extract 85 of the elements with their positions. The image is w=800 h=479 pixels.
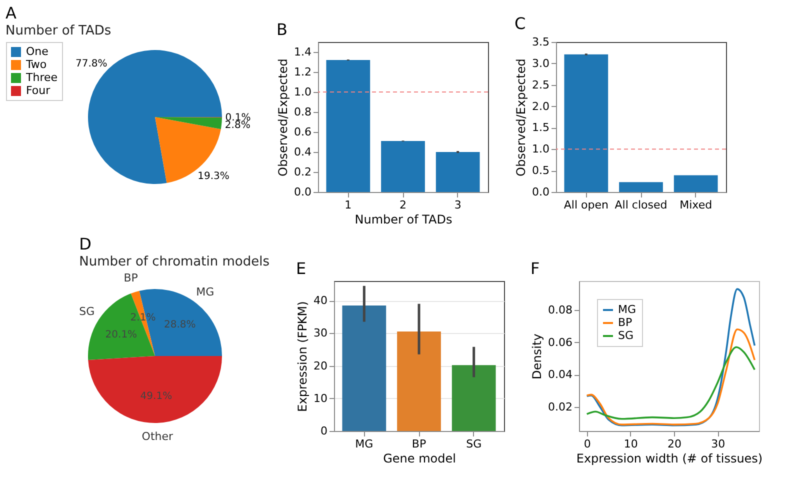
y-tick-label: 0.6 [294,126,312,138]
x-tick-label: All open [564,198,608,212]
pie-slice [88,356,222,423]
y-tick-label: 0.5 [532,164,550,178]
x-tick-label: 3 [454,198,462,212]
y-tick-label: 0.08 [548,304,572,317]
legend-label: One [26,45,49,58]
y-tick-label: 0.06 [548,336,572,349]
x-tick-label: MG [355,438,374,450]
x-tick-label: 2 [400,198,406,212]
y-axis-title: Observed/Expected [276,58,290,176]
text: D [79,234,92,254]
y-tick-label: 2.0 [532,100,550,113]
data-label: 49.1% [140,391,172,402]
y-tick-label: 40 [314,294,328,308]
slice-label: SG [79,305,95,318]
text: E [296,259,306,278]
y-tick-label: 0.04 [548,368,572,382]
data-label: 20.1% [105,329,138,340]
y-tick-label: 1.0 [532,142,550,156]
legend-label: Three [25,71,58,84]
bar [452,365,496,431]
bar [436,152,480,192]
y-tick-label: 1.2 [294,66,312,78]
line-series [586,288,756,426]
y-tick-label: 0 [320,424,328,438]
y-axis-title: Density [530,334,544,380]
x-tick-label: 20 [668,438,682,450]
x-axis-title: Gene model [383,452,456,466]
bar [674,175,718,192]
y-tick-label: 3.0 [532,56,550,70]
bar [326,60,370,192]
legend-label: Two [25,58,47,71]
slice-label: Other [142,430,174,443]
y-tick-label: 0.2 [294,166,312,178]
y-tick-label: 1.5 [532,121,550,134]
y-tick-label: 0.0 [294,186,312,198]
y-tick-label: 1.4 [294,46,312,58]
x-tick-label: SG [466,438,482,450]
x-tick-label: 10 [624,438,638,450]
bar [397,332,441,431]
y-tick-label: 20 [314,359,328,372]
slice-label: MG [196,285,214,298]
legend-label: SG [618,329,634,342]
line-series [586,346,756,420]
x-tick-label: BP [412,438,426,450]
x-axis-title: Number of TADs [354,212,452,226]
y-tick-label: 0.4 [294,146,312,158]
x-tick-label: 30 [711,438,726,450]
x-tick-label: All closed [614,198,668,212]
x-tick-label: 1 [344,198,352,212]
x-axis-title: Expression width (# of tissues) [576,452,763,466]
text: F [530,259,540,278]
bar [619,182,663,192]
legend-label: Four [26,84,51,97]
data-label: 2.1% [130,312,156,324]
text: B [276,20,288,39]
data-label: 19.3% [198,170,230,182]
y-tick-label: 10 [314,392,328,405]
data-label: 2.8% [224,120,250,131]
text: A [6,4,16,22]
y-tick-label: 0.8 [294,106,312,118]
y-tick-label: 1.0 [294,86,312,98]
slice-label: BP [124,272,138,285]
y-tick-label: 2.5 [532,78,550,92]
y-axis-title: Expression (FPKM) [296,301,310,412]
x-tick-label: Mixed [680,198,712,212]
chart-title: Number of TADs [6,24,112,38]
legend-label: BP [618,316,633,329]
y-tick-label: 30 [314,326,328,340]
y-tick-label: 3.5 [532,36,550,48]
bar [381,141,425,192]
chart-title: Number of chromatin models [79,254,270,270]
pie-slice [155,117,222,130]
y-tick-label: 0.0 [532,186,550,198]
x-tick-label: 0 [584,438,591,450]
line-series [586,328,756,426]
data-label: 28.8% [164,319,196,330]
text: C [514,14,526,33]
bar [342,305,386,431]
y-axis-title: Observed/Expected [514,58,528,176]
bar [564,54,608,192]
legend-label: MG [618,303,636,316]
y-tick-label: 0.02 [548,400,572,414]
data-label: 77.8% [75,58,108,70]
